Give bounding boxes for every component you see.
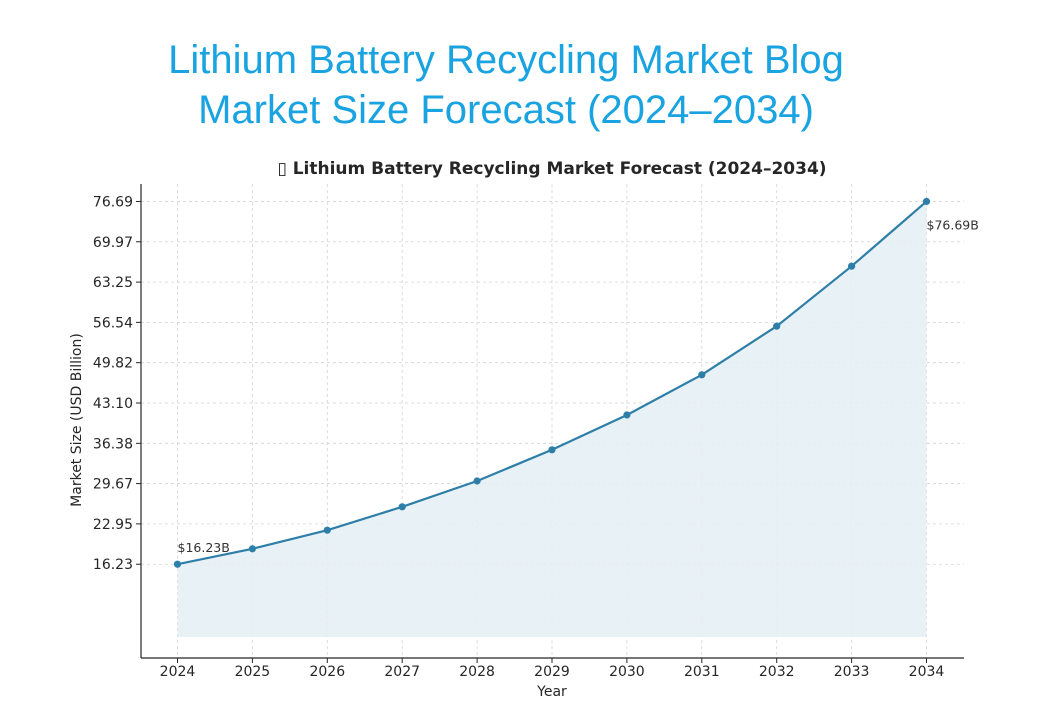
data-label-start: $16.23B	[178, 540, 230, 555]
x-tick-label: 2031	[684, 664, 720, 680]
x-tick-label: 2029	[534, 664, 570, 680]
y-tick-label: 56.54	[93, 315, 133, 331]
data-point	[473, 477, 481, 485]
x-tick-label: 2030	[609, 664, 645, 680]
page-subtitle: Market Size Forecast (2024–2034)	[198, 88, 814, 132]
x-tick-label: 2025	[235, 664, 271, 680]
page-title: Lithium Battery Recycling Market Blog	[168, 38, 844, 82]
y-tick-label: 29.67	[93, 477, 133, 493]
x-tick-label: 2034	[909, 664, 945, 680]
y-tick-label: 76.69	[93, 194, 133, 210]
y-tick-label: 49.82	[93, 356, 133, 372]
data-point	[548, 446, 556, 454]
x-tick-label: 2026	[309, 664, 345, 680]
x-tick-label: 2032	[759, 664, 795, 680]
y-tick-label: 36.38	[93, 436, 133, 452]
data-point	[623, 411, 631, 419]
y-axis-label: Market Size (USD Billion)	[69, 333, 85, 507]
x-tick-label: 2028	[459, 664, 495, 680]
data-point	[173, 560, 182, 568]
y-tick-label: 22.95	[93, 517, 133, 533]
chart-title: ▯ Lithium Battery Recycling Market Forec…	[277, 159, 826, 179]
data-point	[323, 526, 331, 534]
data-point	[698, 371, 706, 379]
x-tick-label: 2024	[160, 664, 196, 680]
data-label-end: $76.69B	[927, 217, 979, 232]
data-point	[248, 545, 256, 553]
data-point	[773, 322, 781, 330]
x-tick-label: 2027	[384, 664, 420, 680]
x-axis-label: Year	[536, 684, 567, 700]
data-point	[922, 197, 931, 206]
y-tick-label: 16.23	[93, 557, 133, 573]
x-tick-label: 2033	[834, 664, 870, 680]
y-tick-label: 69.97	[93, 235, 133, 251]
data-point	[398, 503, 406, 511]
data-point	[848, 262, 856, 270]
area-fill	[177, 201, 927, 637]
y-tick-label: 63.25	[93, 275, 133, 291]
y-tick-label: 43.10	[93, 396, 133, 412]
